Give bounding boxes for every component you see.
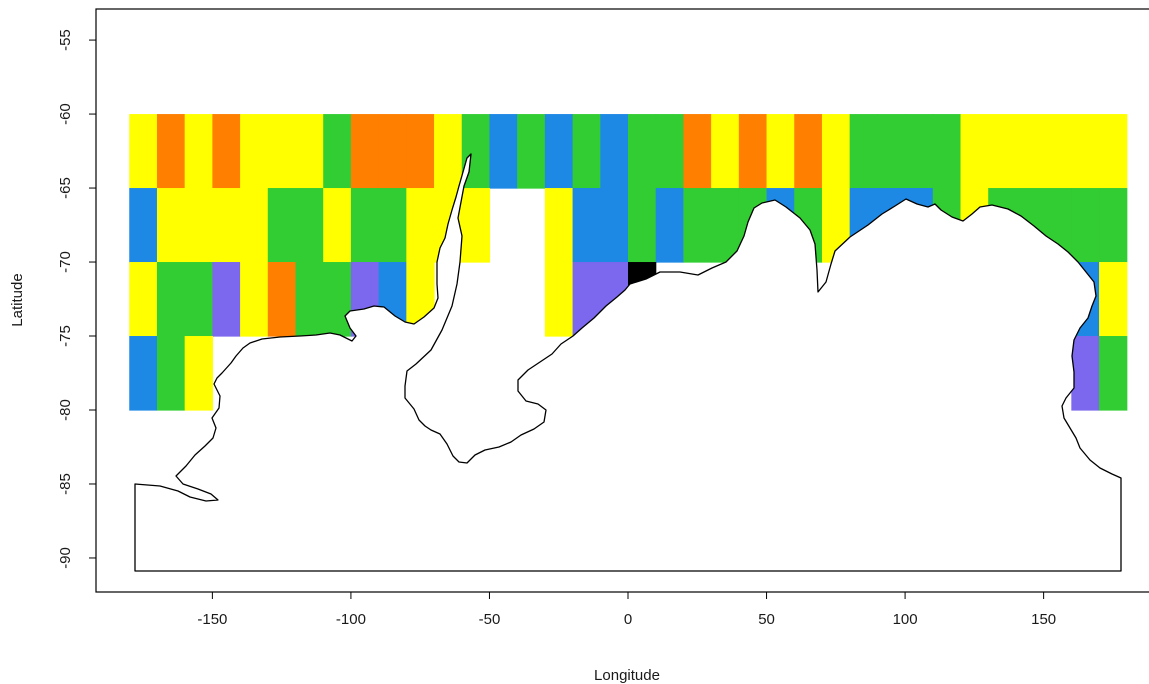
grid-cell [600,188,629,263]
grid-cell [683,188,712,263]
x-tick-label: -50 [479,611,501,628]
grid-cell [655,114,685,189]
grid-cell [240,114,269,189]
grid-cell [461,188,491,263]
grid-cell [1099,188,1128,263]
grid-cell [378,114,407,189]
grid-cell [184,262,213,337]
grid-cell [295,262,324,337]
y-tick-label: -55 [57,29,74,51]
grid-cell [1071,188,1100,263]
grid-cell [655,188,685,263]
antarctic-coastline [134,153,1122,572]
grid-cell [683,114,712,189]
grid-cell [323,114,352,189]
grid-cell [1071,336,1100,411]
grid-cell [988,114,1017,189]
x-tick-label: 0 [624,611,632,628]
grid-cell [156,336,186,411]
grid-cell [129,188,158,263]
grid-cell [267,188,297,263]
grid-cell [156,188,186,263]
grid-cell [129,262,158,337]
grid-cell [1099,114,1128,189]
y-tick-label: -65 [57,177,74,199]
grid-cell [406,188,435,263]
grid-cell [212,114,241,189]
grid-cell [711,114,740,189]
grid-cell [212,188,241,263]
grid-cell [932,114,962,189]
grid-cell [184,188,213,263]
x-tick-label: 100 [893,611,918,628]
grid-cell [1099,336,1128,411]
grid-cell [323,188,352,263]
x-tick-label: 50 [758,611,775,628]
x-tick-label: -150 [197,611,227,628]
grid-cell [711,188,740,263]
grid-cell [184,114,213,189]
y-axis-title: Latitude [9,273,26,326]
grid-cell [129,336,158,411]
y-tick-label: -70 [57,251,74,273]
grid-cell [572,114,601,189]
y-tick-label: -60 [57,103,74,125]
grid-cell [295,114,324,189]
grid-cells [129,114,1128,411]
grid-cell [1071,114,1100,189]
y-axis: -55 -60 -65 -70 -75 -80 -85 -90 [57,29,96,569]
grid-cell [544,188,574,263]
grid-cell [738,114,768,189]
x-tick-label: -100 [336,611,366,628]
grid-cell [129,114,158,189]
grid-cell [350,114,380,189]
grid-cell [267,262,297,337]
x-axis: -150 -100 -50 0 50 100 150 [197,592,1056,628]
grid-cell [517,114,546,189]
grid-cell [628,114,657,189]
y-tick-label: -75 [57,325,74,347]
grid-cell [544,262,574,337]
grid-cell [572,188,601,263]
grid-cell [350,188,380,263]
grid-cell [1099,262,1128,337]
grid-cell [489,114,518,189]
grid-cell [1015,114,1045,189]
x-axis-title: Longitude [594,667,660,684]
plot-axes: -150 -100 -50 0 50 100 150 -55-60-65-70-75-80-… [9,8,1149,684]
grid-cell [434,114,463,189]
grid-cell [849,114,878,189]
grid-cell [378,188,407,263]
grid-cell [794,114,823,189]
grid-cell [184,336,213,411]
grid-cell [766,114,795,189]
grid-cell [240,188,269,263]
grid-cell [960,114,989,189]
y-tick-label: -85 [57,473,74,495]
grid-cell [267,114,297,189]
grid-cell [628,188,657,263]
grid-cell [905,114,934,189]
y-tick-label: -80 [57,399,74,421]
y-tick-label: -90 [57,547,74,569]
x-tick-label: 150 [1031,611,1056,628]
grid-cell [544,114,574,189]
grid-cell [295,188,324,263]
grid-cell [406,114,435,189]
grid-cell [821,114,851,189]
grid-cell [1043,114,1072,189]
grid-cell [156,262,186,337]
grid-cell [323,262,352,337]
grid-cell [212,262,241,337]
grid-cell [877,114,906,189]
grid-cell [600,114,629,189]
grid-cell [156,114,186,189]
grid-cell [240,262,269,337]
